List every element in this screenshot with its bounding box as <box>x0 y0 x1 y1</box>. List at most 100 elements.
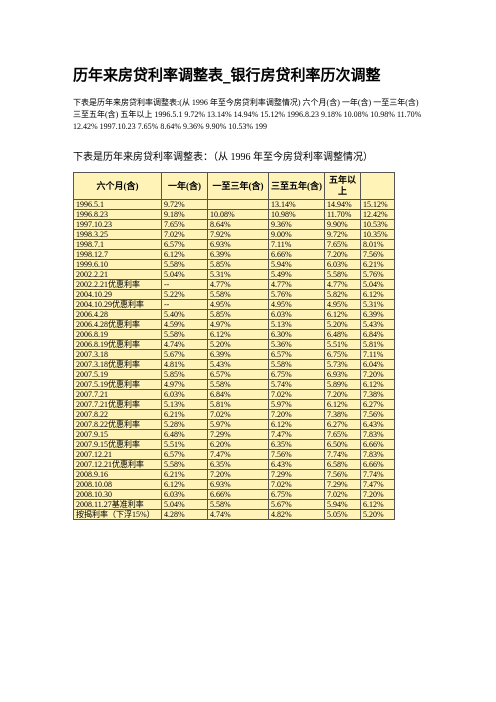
table-cell: 6.93% <box>207 479 269 490</box>
table-cell: 2007.9.15 <box>73 429 162 440</box>
table-cell: 7.20% <box>360 369 395 380</box>
table-cell: 5.05% <box>324 509 361 520</box>
table-cell: 5.89% <box>324 379 361 390</box>
table-cell: 6.66% <box>268 249 325 260</box>
table-cell: 6.21% <box>360 259 395 270</box>
table-row: 2006.8.19 5.58% 6.12% 6.30% 6.48% 6.84% <box>73 329 395 340</box>
table-cell: 4.97% <box>161 379 208 390</box>
table-row: 1998.3.25 7.02% 7.92% 9.00% 9.72% 10.35% <box>73 229 395 240</box>
table-cell: 7.29% <box>207 429 269 440</box>
header-cell: 五年以上 <box>324 172 361 200</box>
table-cell: 5.97% <box>268 399 325 410</box>
table-cell: 7.20% <box>207 469 269 480</box>
table-cell: 6.75% <box>324 349 361 360</box>
table-cell: 9.72% <box>161 199 208 210</box>
table-cell: 4.28% <box>161 509 208 520</box>
table-cell: 6.27% <box>360 399 395 410</box>
table-cell: 4.82% <box>268 509 325 520</box>
table-cell: 6.12% <box>360 289 395 300</box>
table-cell: 9.36% <box>268 219 325 230</box>
table-cell: 6.84% <box>360 329 395 340</box>
table-cell: 4.95% <box>268 299 325 310</box>
table-cell: 5.73% <box>324 359 361 370</box>
table-cell: 2007.12.21 <box>73 449 162 460</box>
table-row: 1996.5.1 9.72% 13.14% 14.94% 15.12% <box>73 199 395 210</box>
table-cell: 2002.2.21优惠利率 <box>73 279 162 290</box>
table-cell: 5.04% <box>161 269 208 280</box>
table-cell: 5.85% <box>207 259 269 270</box>
table-cell: 5.28% <box>161 419 208 430</box>
table-cell: 1998.7.1 <box>73 239 162 250</box>
table-cell: 5.51% <box>161 439 208 450</box>
table-cell: 15.12% <box>360 199 395 210</box>
table-cell: 10.98% <box>268 209 325 220</box>
table-cell: 2004.10.29优惠利率 <box>73 299 162 310</box>
table-cell: 8.64% <box>207 219 269 230</box>
table-cell: 5.74% <box>268 379 325 390</box>
table-cell: 2007.3.18优惠利率 <box>73 359 162 370</box>
table-cell: 10.53% <box>360 219 395 230</box>
table-cell: 2004.10.29 <box>73 289 162 300</box>
table-cell: 7.02% <box>161 229 208 240</box>
table-cell: 5.81% <box>207 399 269 410</box>
title: 历年来房贷利率调整表_银行房贷利率历次调整 <box>73 66 381 84</box>
table-cell: 5.82% <box>324 289 361 300</box>
table-cell: 6.21% <box>161 409 208 420</box>
table-cell: 6.21% <box>161 469 208 480</box>
table-row: 2008.10.08 6.12% 6.93% 7.02% 7.29% 7.47% <box>73 479 395 490</box>
table-cell: 2006.8.19优惠利率 <box>73 339 162 350</box>
table-cell: 5.22% <box>161 289 208 300</box>
subtitle: 下表是历年来房贷利率调整表：（从 1996 年至今房贷利率调整情况） <box>73 152 373 163</box>
table-row: 2004.10.29优惠利率 -- 4.95% 4.95% 4.95% 5.31% <box>73 299 395 310</box>
table-row: 2008.11.27基准利率 5.04% 5.58% 5.67% 5.94% 6.12% <box>73 499 395 510</box>
table-cell: 6.12% <box>161 249 208 260</box>
table-cell: 5.51% <box>324 339 361 350</box>
table-row: 1996.8.23 9.18% 10.08% 10.98% 11.70% 12.42% <box>73 209 395 220</box>
table-row: 2004.10.29 5.22% 5.58% 5.76% 5.82% 6.12% <box>73 289 395 300</box>
table-cell: 6.93% <box>324 369 361 380</box>
table-cell: 5.13% <box>268 319 325 330</box>
table-cell: 1998.3.25 <box>73 229 162 240</box>
table-cell: 2007.7.21优惠利率 <box>73 399 162 410</box>
table-cell: 6.66% <box>207 489 269 500</box>
rate-table: 六个月(含) 一年(含) 一至三年(含) 三至五年(含) 五年以上 1996.5.1 9.… <box>73 172 395 520</box>
table-cell: 5.58% <box>207 379 269 390</box>
table-cell: 2007.8.22 <box>73 409 162 420</box>
table-cell: 4.77% <box>324 279 361 290</box>
table-cell: 5.36% <box>268 339 325 350</box>
table-cell: 6.12% <box>161 479 208 490</box>
table-cell: 5.43% <box>360 319 395 330</box>
table-cell <box>207 199 269 210</box>
table-cell: 5.58% <box>161 259 208 270</box>
table-row: 1999.6.10 5.58% 5.85% 5.94% 6.03% 6.21% <box>73 259 395 270</box>
table-cell: 2007.5.19优惠利率 <box>73 379 162 390</box>
table-row: 2007.5.19 5.85% 6.57% 6.75% 6.93% 7.20% <box>73 369 395 380</box>
table-cell: 1997.10.23 <box>73 219 162 230</box>
table-cell: 6.12% <box>324 399 361 410</box>
table-cell: 5.58% <box>207 499 269 510</box>
table-cell: 6.03% <box>268 309 325 320</box>
table-row: 2006.8.19优惠利率 4.74% 5.20% 5.36% 5.51% 5.81% <box>73 339 395 350</box>
table-row: 2002.2.21 5.04% 5.31% 5.49% 5.58% 5.76% <box>73 269 395 280</box>
table-cell: 1999.6.10 <box>73 259 162 270</box>
table-cell: 6.57% <box>268 349 325 360</box>
table-cell: 6.75% <box>268 489 325 500</box>
table-cell: 2002.2.21 <box>73 269 162 280</box>
table-cell: 1996.5.1 <box>73 199 162 210</box>
table-cell: 5.76% <box>268 289 325 300</box>
table-cell: 5.94% <box>268 259 325 270</box>
table-row: 2007.9.15优惠利率 5.51% 6.20% 6.35% 6.50% 6.66% <box>73 439 395 450</box>
table-cell: 6.12% <box>268 419 325 430</box>
table-cell: 5.20% <box>324 319 361 330</box>
table-cell: 2006.4.28 <box>73 309 162 320</box>
table-cell: 7.92% <box>207 229 269 240</box>
table-cell: 6.66% <box>360 459 395 470</box>
table-row: 2007.8.22 6.21% 7.02% 7.20% 7.38% 7.56% <box>73 409 395 420</box>
table-row: 2007.3.18优惠利率 4.81% 5.43% 5.58% 5.73% 6.04% <box>73 359 395 370</box>
table-cell: 5.81% <box>360 339 395 350</box>
header-cell: 三至五年(含) <box>268 172 325 200</box>
table-cell: 7.29% <box>324 479 361 490</box>
table-cell: 9.90% <box>324 219 361 230</box>
table-row: 2007.3.18 5.67% 6.39% 6.57% 6.75% 7.11% <box>73 349 395 360</box>
